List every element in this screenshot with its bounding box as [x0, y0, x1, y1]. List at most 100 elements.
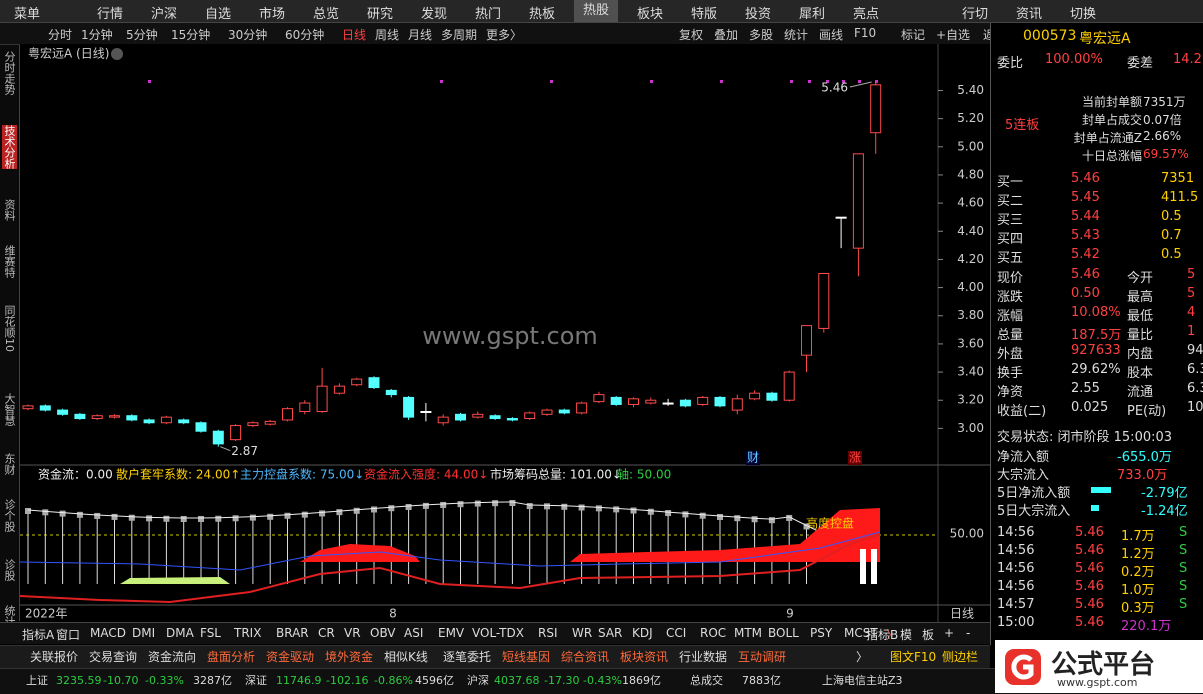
indicator-tab[interactable]: CCI	[666, 626, 687, 640]
indicator-tab[interactable]: WR	[572, 626, 593, 640]
menu-item[interactable]: 研究	[367, 7, 394, 22]
menu-item[interactable]: 热门	[475, 7, 502, 22]
indicator-tab[interactable]: OBV	[370, 626, 396, 640]
side-tab[interactable]: 诊股	[3, 559, 16, 581]
side-tab[interactable]: 大智慧	[3, 393, 16, 426]
function-button[interactable]: 境外资金	[325, 650, 374, 664]
indicator-tab[interactable]: CR	[318, 626, 335, 640]
indicator-tab[interactable]: DMA	[166, 626, 194, 640]
indicator-tab[interactable]: 窗口	[56, 628, 81, 642]
function-button[interactable]: 关联报价	[30, 650, 79, 664]
indicator-tab[interactable]: MTM	[734, 626, 763, 640]
tool-button[interactable]: 标记	[901, 28, 926, 42]
tool-button[interactable]: 复权	[679, 28, 704, 42]
menu-item[interactable]: 投资	[745, 7, 772, 22]
indicator-tab[interactable]: FSL	[200, 626, 221, 640]
period-tab[interactable]: 60分钟	[285, 28, 325, 42]
indicator-tab[interactable]: 模	[900, 628, 913, 642]
indicator-tab[interactable]: BOLL	[768, 626, 799, 640]
side-tab[interactable]: 技术分析	[2, 125, 17, 169]
book-price: 5.43	[1071, 228, 1100, 243]
menu-item[interactable]: 市场	[259, 7, 286, 22]
y-tick-label: 3.40	[957, 365, 984, 379]
menu-item[interactable]: 热股	[574, 0, 619, 22]
title-dropdown[interactable]	[111, 48, 123, 60]
function-button[interactable]: 逐笔委托	[443, 650, 492, 664]
side-tab[interactable]: 诊个股	[3, 499, 16, 532]
indicator-tab[interactable]: EMV	[438, 626, 465, 640]
indicator-tab[interactable]: 指标B	[866, 628, 899, 642]
menu-item[interactable]: 资讯	[1016, 7, 1043, 22]
indicator-tab[interactable]: 〉	[886, 628, 899, 642]
menu-item[interactable]: 自选	[205, 7, 232, 22]
indicator-tab[interactable]: 指标A	[22, 628, 55, 642]
side-tab[interactable]: 维赛特	[3, 245, 16, 278]
menu-item[interactable]: 发现	[421, 7, 448, 22]
menu-item[interactable]: 沪深	[151, 7, 178, 22]
indicator-tab[interactable]: PSY	[810, 626, 833, 640]
period-tab[interactable]: 5分钟	[126, 28, 158, 42]
side-tab[interactable]: 统计	[3, 605, 16, 627]
indicator-tab[interactable]: KDJ	[632, 626, 653, 640]
period-tab[interactable]: 月线	[408, 28, 433, 42]
menu-item[interactable]: 犀利	[799, 7, 826, 22]
side-tab[interactable]: 同花顺10	[3, 305, 16, 352]
menu-item[interactable]: 菜单	[14, 7, 41, 22]
function-button[interactable]: 相似K线	[384, 650, 428, 664]
tool-button[interactable]: F10	[854, 26, 877, 40]
menu-item[interactable]: 行情	[97, 7, 124, 22]
period-tab[interactable]: 周线	[375, 28, 400, 42]
menu-item[interactable]: 热板	[529, 7, 556, 22]
indicator-tab[interactable]: TRIX	[234, 626, 262, 640]
function-button[interactable]: 交易查询	[89, 650, 138, 664]
menu-item[interactable]: 特版	[691, 7, 718, 22]
menu-item[interactable]: 切换	[1070, 7, 1097, 22]
status-item: 3235.59	[56, 674, 102, 687]
function-button[interactable]: 侧边栏	[942, 650, 979, 664]
tool-button[interactable]: 多股	[749, 28, 774, 42]
period-tab[interactable]: 分时	[48, 28, 73, 42]
indicator-tab[interactable]: SAR	[598, 626, 623, 640]
function-button[interactable]: 资金流向	[148, 650, 197, 664]
function-button[interactable]: 综合资讯	[561, 650, 610, 664]
function-button[interactable]: 互动调研	[738, 650, 787, 664]
side-tab[interactable]: 分时走势	[3, 51, 16, 95]
indicator-tab[interactable]: VOL-TDX	[472, 626, 524, 640]
tool-button[interactable]: 画线	[819, 28, 844, 42]
indicator-tab[interactable]: ROC	[700, 626, 727, 640]
stat: 现价	[997, 271, 1024, 286]
menu-item[interactable]: 总览	[313, 7, 340, 22]
function-button[interactable]: 行业数据	[679, 650, 728, 664]
tool-button[interactable]: 统计	[784, 28, 809, 42]
period-tab[interactable]: 15分钟	[171, 28, 211, 42]
function-button[interactable]: 板块资讯	[620, 650, 669, 664]
function-button[interactable]: 〉	[856, 650, 869, 664]
indicator-tab[interactable]: +	[944, 626, 955, 640]
indicator-tab[interactable]: MCST	[844, 626, 878, 640]
side-tab[interactable]: 资料	[3, 199, 16, 221]
function-button[interactable]: 短线基因	[502, 650, 551, 664]
indicator-tab[interactable]: DMI	[132, 626, 156, 640]
period-tab[interactable]: 多周期	[441, 28, 478, 42]
indicator-tab[interactable]: 板	[922, 628, 935, 642]
menu-item[interactable]: 板块	[637, 7, 664, 22]
indicator-tab[interactable]: -	[966, 626, 971, 640]
function-button[interactable]: 图文F10	[890, 650, 937, 664]
function-button[interactable]: 盘面分析	[207, 650, 256, 664]
indicator-tab[interactable]: RSI	[538, 626, 558, 640]
indicator-tab[interactable]: ASI	[404, 626, 424, 640]
side-tab[interactable]: 东财	[3, 453, 16, 475]
indicator-tab[interactable]: VR	[344, 626, 361, 640]
indicator-tab[interactable]: MACD	[90, 626, 126, 640]
period-tab[interactable]: 日线	[342, 28, 367, 42]
menu-item[interactable]: 亮点	[853, 7, 880, 22]
period-tab[interactable]: 30分钟	[228, 28, 268, 42]
period-tab[interactable]: 1分钟	[81, 28, 113, 42]
tool-button[interactable]: 叠加	[714, 28, 739, 42]
function-button[interactable]: 资金驱动	[266, 650, 315, 664]
stat: 内盘	[1127, 347, 1154, 362]
menu-item[interactable]: 行切	[962, 7, 989, 22]
period-tab[interactable]: 更多〉	[486, 28, 523, 42]
tool-button[interactable]: +自选	[936, 28, 971, 42]
indicator-tab[interactable]: BRAR	[276, 626, 309, 640]
